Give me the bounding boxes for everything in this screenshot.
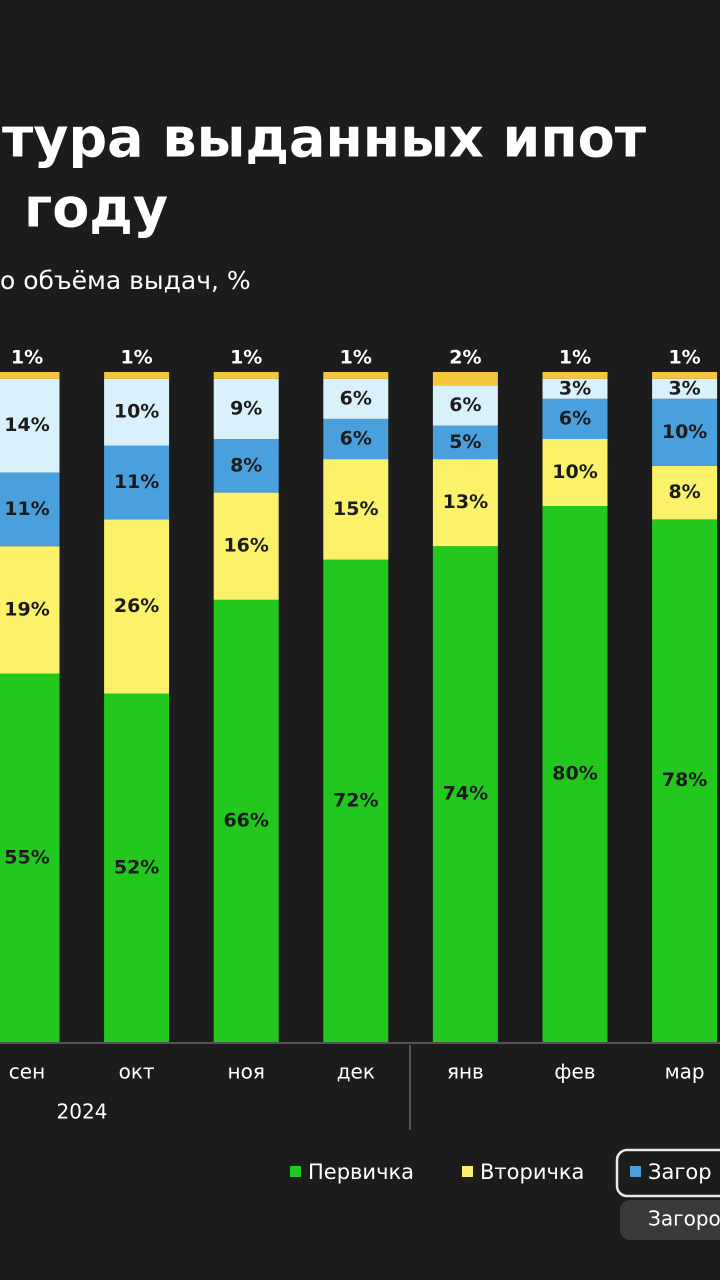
data-label: 1%	[120, 347, 152, 369]
bar-segment	[542, 506, 608, 1042]
data-label: 1%	[668, 347, 700, 369]
data-label: 13%	[443, 491, 488, 513]
data-label: 74%	[443, 783, 488, 805]
bar-segment	[104, 372, 170, 379]
data-label: 10%	[114, 401, 159, 423]
x-tick-label: окт	[119, 1060, 155, 1084]
bar-segment	[542, 398, 608, 439]
bar-segment	[652, 372, 718, 379]
bar-segment	[0, 673, 60, 1042]
bar-segment	[323, 372, 389, 379]
legend-label[interactable]: Первичка	[308, 1160, 414, 1184]
bar-segment	[542, 378, 608, 399]
bar-segment	[432, 372, 498, 386]
bar-segment	[213, 372, 279, 379]
bar-segment	[652, 378, 718, 399]
data-label: 10%	[552, 461, 597, 483]
data-label: 1%	[340, 347, 372, 369]
bar-segment	[323, 459, 389, 560]
year-label: 2024	[57, 1100, 108, 1124]
legend-swatch[interactable]	[630, 1166, 641, 1177]
data-label: 6%	[340, 428, 372, 450]
legend-swatch[interactable]	[290, 1166, 301, 1177]
data-label: 66%	[223, 809, 268, 831]
data-label: 5%	[449, 431, 481, 453]
data-label: 1%	[11, 347, 43, 369]
data-label: 16%	[223, 535, 268, 557]
bar-segment	[542, 439, 608, 506]
bar-segment	[432, 425, 498, 460]
data-label: 3%	[668, 377, 700, 399]
legend-highlight[interactable]	[615, 1148, 720, 1198]
bar-segment	[652, 519, 718, 1042]
bar-segment	[104, 519, 170, 694]
bar-segment	[0, 378, 60, 473]
bar-segment	[542, 372, 608, 379]
chart-subtitle: о объёма выдач, %	[0, 266, 251, 295]
bar-segment	[652, 465, 718, 520]
bar-segment	[323, 418, 389, 460]
data-label: 11%	[4, 498, 49, 520]
bar-segment	[432, 459, 498, 547]
data-label: 6%	[340, 387, 372, 409]
bar-segment	[0, 372, 60, 379]
bar-segment	[652, 398, 718, 466]
legend-label[interactable]: Вторичка	[480, 1160, 584, 1184]
x-tick-label: дек	[337, 1060, 375, 1084]
data-label: 1%	[559, 347, 591, 369]
data-label: 9%	[230, 397, 262, 419]
data-label: 10%	[662, 421, 707, 443]
bar-segment	[323, 378, 389, 419]
bar-segment	[432, 385, 498, 426]
data-label: 11%	[114, 471, 159, 493]
chart-title: году	[24, 177, 168, 240]
x-tick-label: сен	[9, 1060, 45, 1084]
data-label: 52%	[114, 856, 159, 878]
data-label: 8%	[230, 454, 262, 476]
data-label: 6%	[559, 407, 591, 429]
x-tick-label: мар	[665, 1060, 705, 1084]
data-label: 3%	[559, 377, 591, 399]
bar-segment	[213, 599, 279, 1042]
data-label: 8%	[668, 481, 700, 503]
data-label: 26%	[114, 595, 159, 617]
bar-segment	[104, 378, 170, 446]
bar-segment	[213, 378, 279, 439]
bar-segment	[213, 492, 279, 600]
data-label: 72%	[333, 789, 378, 811]
bar-segment	[0, 472, 60, 547]
data-label: 15%	[333, 498, 378, 520]
legend-swatch[interactable]	[462, 1166, 473, 1177]
data-label: 78%	[662, 769, 707, 791]
bar-segment	[104, 445, 170, 520]
tooltip	[620, 1200, 720, 1240]
chart-title: тура выданных ипот	[2, 107, 647, 170]
bar-segment	[0, 546, 60, 674]
legend-label[interactable]: Загор	[648, 1160, 712, 1184]
data-label: 19%	[4, 598, 49, 620]
x-tick-label: ноя	[228, 1060, 265, 1084]
bar-segment	[323, 559, 389, 1042]
data-label: 55%	[4, 846, 49, 868]
x-tick-label: фев	[554, 1060, 595, 1084]
data-label: 6%	[449, 394, 481, 416]
data-label: 1%	[230, 347, 262, 369]
tooltip-text: Загоро	[648, 1207, 720, 1231]
data-label: 80%	[552, 763, 597, 785]
data-label: 14%	[4, 414, 49, 436]
bar-segment	[104, 693, 170, 1042]
bar-segment	[213, 439, 279, 493]
bar-segment	[432, 546, 498, 1042]
x-tick-label: янв	[447, 1060, 484, 1084]
data-label: 2%	[449, 347, 481, 369]
